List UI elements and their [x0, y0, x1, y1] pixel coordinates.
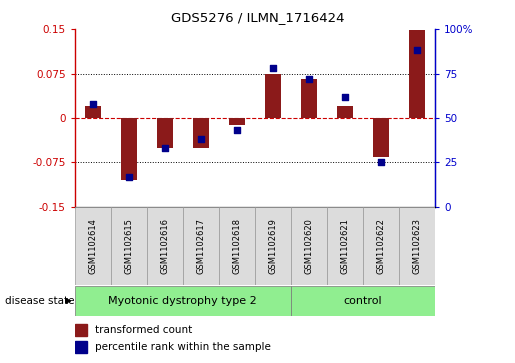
Bar [75, 207, 111, 285]
Point [125, 174, 133, 180]
Text: percentile rank within the sample: percentile rank within the sample [95, 342, 270, 352]
Bar [327, 207, 363, 285]
Text: Myotonic dystrophy type 2: Myotonic dystrophy type 2 [109, 296, 257, 306]
Bar [75, 324, 88, 336]
Bar [409, 30, 425, 118]
Text: control: control [344, 296, 382, 306]
Text: GSM1102621: GSM1102621 [340, 218, 350, 274]
Bar [255, 207, 291, 285]
Text: GSM1102622: GSM1102622 [376, 218, 386, 274]
Bar [84, 106, 101, 118]
Bar [265, 73, 281, 118]
Text: GSM1102619: GSM1102619 [268, 218, 278, 274]
Bar [301, 79, 317, 118]
Bar [337, 106, 353, 118]
Point [161, 145, 169, 151]
Point [89, 101, 97, 107]
Text: GSM1102620: GSM1102620 [304, 218, 314, 274]
Text: GDS5276 / ILMN_1716424: GDS5276 / ILMN_1716424 [171, 11, 344, 24]
Text: GSM1102614: GSM1102614 [88, 218, 97, 274]
Bar [121, 118, 137, 180]
Text: GSM1102623: GSM1102623 [413, 218, 422, 274]
Text: transformed count: transformed count [95, 325, 192, 335]
Bar [219, 207, 255, 285]
Text: GSM1102618: GSM1102618 [232, 218, 242, 274]
Text: GSM1102616: GSM1102616 [160, 218, 169, 274]
Bar [193, 118, 209, 148]
Point [341, 94, 349, 99]
Bar [363, 207, 399, 285]
Bar [291, 286, 435, 316]
Bar [111, 207, 147, 285]
Bar [147, 207, 183, 285]
Bar [399, 207, 435, 285]
Bar [183, 207, 219, 285]
Bar [229, 118, 245, 125]
Bar [157, 118, 173, 148]
Point [197, 136, 205, 142]
Bar [291, 207, 327, 285]
Point [413, 48, 421, 53]
Text: GSM1102617: GSM1102617 [196, 218, 205, 274]
Point [305, 76, 313, 82]
Point [233, 127, 241, 133]
Bar [75, 286, 291, 316]
Bar [373, 118, 389, 156]
Bar [75, 341, 88, 354]
Point [377, 160, 385, 166]
Text: GSM1102615: GSM1102615 [124, 218, 133, 274]
Text: disease state: disease state [5, 296, 75, 306]
Point [269, 65, 277, 71]
